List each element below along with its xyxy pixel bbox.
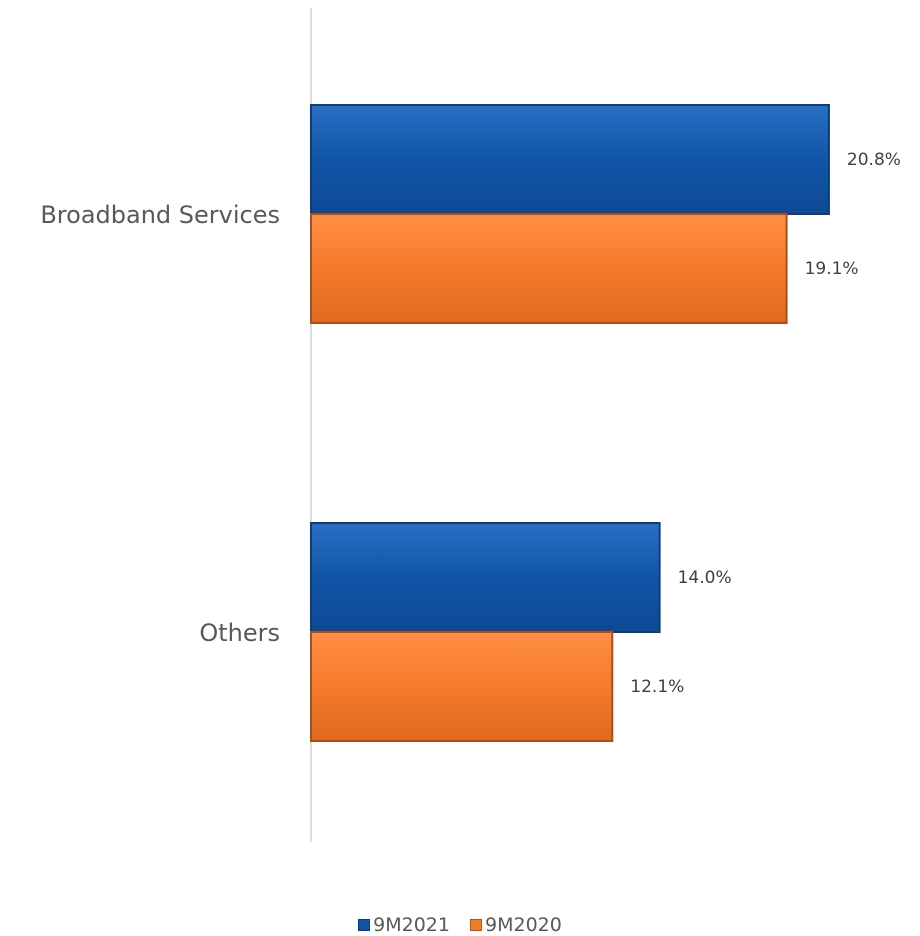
category-label-others: Others (199, 619, 280, 647)
bar-broadband-services-9m2021 (310, 104, 830, 215)
category-label-broadband-services: Broadband Services (40, 201, 280, 229)
legend-swatch-9m2020 (470, 919, 483, 931)
value-label-broadband-services-9m2020: 19.1% (805, 259, 859, 279)
legend-item-9m2021: 9M2021 (358, 914, 450, 936)
value-label-others-9m2021: 14.0% (678, 568, 732, 588)
labels-layer: 20.8% 19.1% Broadband Services 14.0% 12.1% Ot… (40, 150, 901, 697)
bar-others-9m2020 (310, 631, 614, 742)
value-label-broadband-services-9m2021: 20.8% (847, 150, 901, 170)
value-label-others-9m2020: 12.1% (630, 677, 684, 697)
legend-label-9m2021: 9M2021 (373, 914, 450, 936)
bars-layer (310, 104, 830, 742)
legend-label-9m2020: 9M2020 (485, 914, 562, 936)
legend-item-9m2020: 9M2020 (470, 914, 562, 936)
legend: 9M2021 9M2020 (0, 914, 920, 936)
bar-others-9m2021 (310, 522, 661, 633)
legend-swatch-9m2021 (358, 919, 371, 931)
bar-broadband-services-9m2020 (310, 213, 788, 324)
